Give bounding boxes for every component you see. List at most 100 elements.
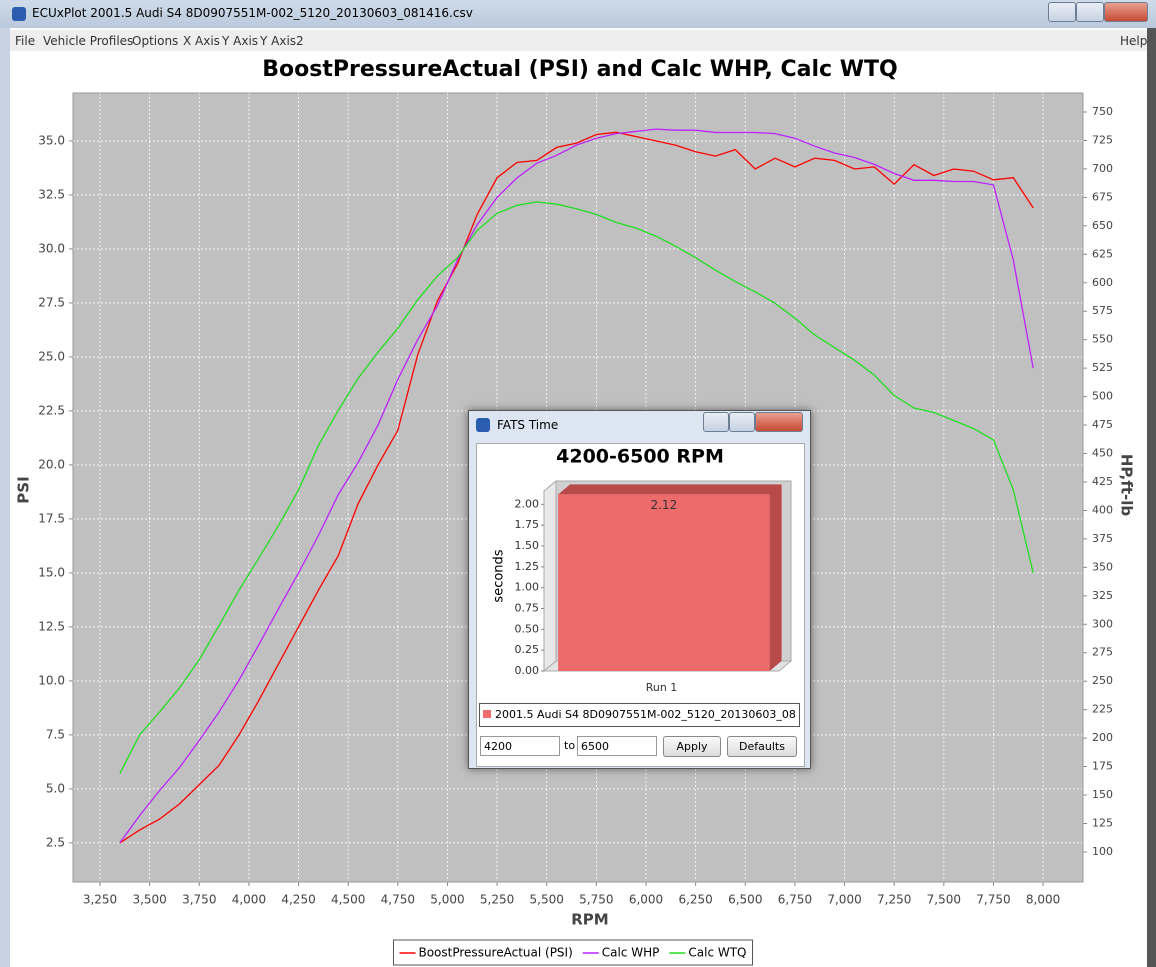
y2-tick-label: 550 (1092, 333, 1113, 346)
series-line (119, 131, 1034, 844)
defaults-button[interactable]: Defaults (727, 736, 797, 757)
x-axis-title: RPM (571, 911, 608, 929)
chart-title: 4200-6500 RPM (556, 446, 724, 468)
y-tick-label: 2.5 (46, 835, 65, 849)
y2-tick-label: 250 (1092, 674, 1113, 687)
y-tick-label: 10.0 (38, 673, 65, 687)
x-tick-label: 4,750 (381, 893, 415, 907)
menu-item[interactable]: Vehicle Profiles (43, 34, 134, 48)
series-line (119, 128, 1034, 844)
menu-item[interactable]: Y Axis2 (260, 34, 304, 48)
dialog-icon (476, 418, 490, 432)
value-label: 2.12 (650, 498, 677, 512)
to-label: to (564, 739, 576, 752)
menu-item[interactable]: Help (1120, 34, 1148, 48)
plot-border (72, 92, 1084, 883)
y2-tick-label: 625 (1092, 247, 1113, 260)
y-tick-label: 2.00 (515, 497, 540, 510)
series-line (119, 201, 1034, 774)
x-tick-label: Run 1 (646, 681, 678, 694)
y2-tick-label: 375 (1092, 532, 1113, 545)
y2-tick-label: 300 (1092, 617, 1113, 630)
y2-tick-label: 600 (1092, 276, 1113, 289)
y2-tick-label: 475 (1092, 418, 1113, 431)
y-axis-title: seconds (492, 549, 507, 602)
y2-tick-label: 225 (1092, 703, 1113, 716)
fats-chart: 4200-6500 RPM seconds 0.00 0.25 0.50 0.75 1.… (492, 446, 793, 694)
y2-tick-label: 675 (1092, 190, 1113, 203)
x-tick-label: 7,750 (976, 893, 1010, 907)
chart-title: BoostPressureActual (PSI) and Calc WHP, … (262, 57, 897, 82)
menu-item[interactable]: X Axis (183, 34, 220, 48)
from-input[interactable]: 4200 (480, 736, 560, 756)
y2-tick-label: 125 (1092, 816, 1113, 829)
maximize-button[interactable] (1076, 2, 1104, 22)
y2-tick-label: 700 (1092, 162, 1113, 175)
x-tick-label: 5,500 (530, 893, 564, 907)
y-tick-label: 0.50 (515, 622, 540, 635)
y-tick-label: 7.5 (46, 727, 65, 741)
x-tick-label: 4,000 (232, 893, 266, 907)
menu-bar: File Vehicle Profiles Options X Axis Y A… (10, 30, 1147, 51)
plot-wall (543, 479, 557, 673)
menu-item[interactable]: Y Axis (222, 34, 259, 48)
y2-axis-title: HP,ft-lb (1118, 454, 1136, 517)
y2-tick-label: 325 (1092, 589, 1113, 602)
dialog-title: FATS Time (497, 418, 559, 432)
y-tick-label: 1.50 (515, 539, 540, 552)
y-tick-label: 0.25 (515, 643, 540, 656)
x-tick-label: 5,250 (480, 893, 514, 907)
y2-tick-label: 400 (1092, 503, 1113, 516)
y2-tick-label: 500 (1092, 390, 1113, 403)
close-button[interactable] (755, 412, 803, 432)
title-bar: ECUxPlot 2001.5 Audi S4 8D0907551M-002_5… (0, 0, 1156, 28)
apply-button[interactable]: Apply (663, 736, 721, 757)
window-frame (0, 28, 10, 967)
x-tick-label: 3,250 (83, 893, 117, 907)
minimize-button[interactable] (1048, 2, 1076, 22)
menu-item[interactable]: File (15, 34, 36, 48)
y2-tick-label: 525 (1092, 361, 1113, 374)
legend-label: Calc WTQ (688, 946, 746, 960)
x-tick-label: 3,500 (132, 893, 166, 907)
to-input[interactable]: 6500 (577, 736, 657, 756)
y2-tick-label: 175 (1092, 760, 1113, 773)
menu-item[interactable]: Options (132, 34, 179, 48)
y-tick-label: 1.00 (515, 581, 540, 594)
y2-tick-label: 275 (1092, 646, 1113, 659)
x-tick-label: 3,750 (182, 893, 216, 907)
y2-tick-label: 725 (1092, 133, 1113, 146)
y2-tick-label: 200 (1092, 731, 1113, 744)
y-tick-label: 25.0 (38, 349, 65, 363)
y-tick-label: 1.25 (515, 560, 540, 573)
y2-tick-label: 650 (1092, 219, 1113, 232)
close-button[interactable] (1104, 2, 1148, 22)
x-tick-label: 5,000 (430, 893, 464, 907)
x-tick-label: 6,000 (629, 893, 663, 907)
y-tick-label: 0.75 (515, 602, 540, 615)
y-tick-label: 1.75 (515, 518, 540, 531)
y-tick-label: 12.5 (38, 619, 65, 633)
legend-label: Calc WHP (602, 946, 660, 960)
y2-tick-label: 575 (1092, 304, 1113, 317)
x-tick-label: 4,500 (331, 893, 365, 907)
minimize-button[interactable] (703, 412, 729, 432)
window-frame (1147, 28, 1156, 967)
dialog-panel: 4200-6500 RPM seconds 0.00 0.25 0.50 0.75 1.… (476, 443, 805, 767)
y-tick-label: 27.5 (38, 295, 65, 309)
x-tick-label: 4,250 (281, 893, 315, 907)
x-tick-label: 6,250 (678, 893, 712, 907)
y-tick-label: 15.0 (38, 565, 65, 579)
y2-tick-label: 150 (1092, 788, 1113, 801)
maximize-button[interactable] (729, 412, 755, 432)
y-tick-label: 32.5 (38, 187, 65, 201)
y-tick-label: 22.5 (38, 403, 65, 417)
bar (558, 494, 770, 671)
y2-tick-label: 750 (1092, 105, 1113, 118)
y2-tick-label: 350 (1092, 560, 1113, 573)
x-tick-label: 8,000 (1026, 893, 1060, 907)
legend-swatch (483, 710, 491, 718)
legend-label: BoostPressureActual (PSI) (418, 946, 572, 960)
y-tick-label: 35.0 (38, 133, 65, 147)
legend: 2001.5 Audi S4 8D0907551M-002_5120_20130… (479, 703, 800, 727)
